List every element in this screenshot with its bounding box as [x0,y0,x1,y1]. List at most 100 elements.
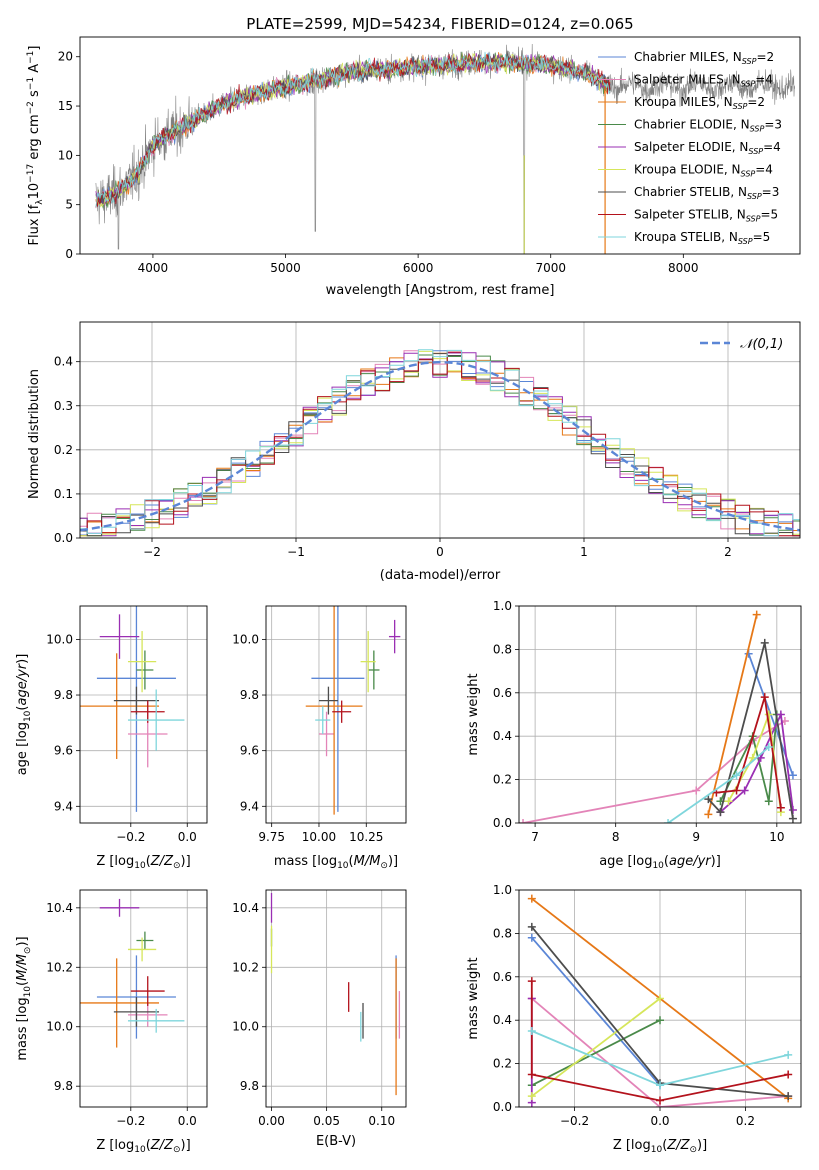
y-tick-label: 20 [58,50,73,64]
x-tick-label: 0.0 [650,1114,669,1128]
x-tick-label: 6000 [403,261,434,275]
weight-marker [716,808,725,817]
weight-marker [788,814,797,823]
figure-title: PLATE=2599, MJD=54234, FIBERID=0124, z=0… [246,15,633,33]
x-tick-label: 7000 [535,261,566,275]
legend-entry: Salpeter ELODIE, NSSP=4 [634,140,781,156]
x-tick-label: 0.0 [178,1114,197,1128]
residual-histogram [80,350,800,537]
weight-marker [788,771,797,780]
y-tick-label: 9.8 [54,688,73,702]
weight-line [531,937,661,1086]
x-tick-label: −2 [143,545,161,559]
x-tick-label: 1 [580,545,588,559]
axes-frame [79,889,208,1108]
residuals-panel: −2 −1 0 1 2 0.0 0.1 0.2 0.3 0.4 (data-model)/error… [27,321,801,583]
axes-frame [518,605,802,824]
y-tick-label: 9.4 [240,799,259,813]
weight-marker [788,805,797,814]
weight-vs-age-plot-area [519,610,797,823]
y-tick-label: 0.2 [54,443,73,457]
legend-entry: Chabrier MILES, NSSP=2 [634,50,774,66]
weight-marker [764,710,773,719]
y-tick-label: 9.8 [240,1079,259,1093]
axes-frame [79,36,801,255]
legend-entry: 𝒩(0,1) [740,337,783,352]
y-tick-label: 10.2 [232,960,259,974]
x-tick-label: 0.10 [368,1114,395,1128]
residuals-plot-area [80,349,800,537]
x-tick-label: −0.2 [116,830,145,844]
y-tick-label: 9.8 [54,1079,73,1093]
weight-marker [656,1016,664,1025]
axes-frame [79,321,801,539]
residual-histogram [80,349,800,537]
y-tick-label: 5 [65,198,73,212]
x-tick-label: 10.00 [302,830,336,844]
weight-marker [752,610,761,619]
data-spectrum-line [95,43,795,254]
weight-marker [776,803,785,812]
y-tick-label: 1.0 [493,883,512,897]
weight-marker [732,771,741,780]
x-axis-label: Z [log10(Z/Z⊙)] [96,854,190,871]
weight-marker [764,797,773,806]
weight-marker [740,786,749,795]
axes-frame [79,605,208,824]
y-tick-label: 15 [58,99,73,113]
model-spectrum-line [95,51,611,207]
weight-marker [656,1096,664,1105]
mass-vs-z-panel: −0.2 0.0 9.8 10.0 10.2 10.4 Z [log10(Z/Z⊙)] mas… [15,889,208,1155]
weight-marker [527,922,536,931]
weight-marker [527,894,536,903]
weight-marker [527,977,536,986]
weight-line [716,696,782,808]
x-tick-label: 0.05 [313,1114,340,1128]
weight-marker [784,1050,793,1059]
x-tick-label: 4000 [138,261,169,275]
y-axis-label: mass weight [466,673,481,755]
y-axis-label: Normed distribution [27,369,42,499]
weight-marker [760,693,769,702]
axes-frame [265,889,407,1108]
legend-entry: Salpeter STELIB, NSSP=5 [634,208,778,224]
y-tick-label: 9.6 [54,744,73,758]
weight-marker [704,810,713,819]
weight-marker [784,1092,793,1101]
weight-line [531,1019,661,1087]
x-axis-label: age [log10(age/yr)] [599,854,721,871]
weight-vs-z-panel: −0.2 0.0 0.2 0.0 0.2 0.4 0.6 0.8 1.0 Z [log10(Z/Z… [466,883,802,1155]
normal-reference-curve [80,360,800,532]
x-tick-label: 0.2 [736,1114,755,1128]
x-tick-label: 8000 [668,261,699,275]
age-vs-z-panel: −0.2 0.0 9.4 9.6 9.8 10.0 Z [log10(Z/Z⊙)] age [… [15,605,208,871]
x-tick-label: −0.2 [560,1114,589,1128]
y-tick-label: 0.0 [493,816,512,830]
legend-entry: Kroupa MILES, NSSP=2 [634,95,765,111]
x-tick-label: 8 [612,830,620,844]
x-tick-label: 5000 [270,261,301,275]
legend-entry: Chabrier STELIB, NSSP=3 [634,185,779,201]
y-tick-label: 10.0 [232,1020,259,1034]
legend-entry: Chabrier ELODIE, NSSP=3 [634,118,782,134]
age-vs-mass-plot-area [305,606,401,815]
weight-marker [692,786,701,795]
x-tick-label: 9 [692,830,700,844]
residual-histogram [80,354,800,537]
y-tick-label: 0.6 [493,970,512,984]
x-tick-label: 10 [769,830,784,844]
weight-marker [527,1070,536,1079]
spectrum-panel: 4000 5000 6000 7000 8000 0 5 10 15 20 wavelength [… [26,36,801,298]
weight-marker [732,786,741,795]
y-tick-label: 9.8 [240,688,259,702]
weight-line [531,997,661,1097]
weight-marker [664,819,673,823]
y-tick-label: 0.2 [493,773,512,787]
weight-vs-age-panel: 7 8 9 10 0.0 0.2 0.4 0.6 0.8 1.0 age [log10(age/yr… [466,599,802,871]
y-tick-label: 0.0 [54,531,73,545]
x-axis-label: Z [log10(Z/Z⊙)] [96,1138,190,1155]
y-tick-label: 0.8 [493,642,512,656]
y-axis-label: Flux [fλ10−17 erg cm−2 s−1 A−1] [26,46,45,246]
weight-marker [704,795,713,804]
y-tick-label: 0.6 [493,686,512,700]
